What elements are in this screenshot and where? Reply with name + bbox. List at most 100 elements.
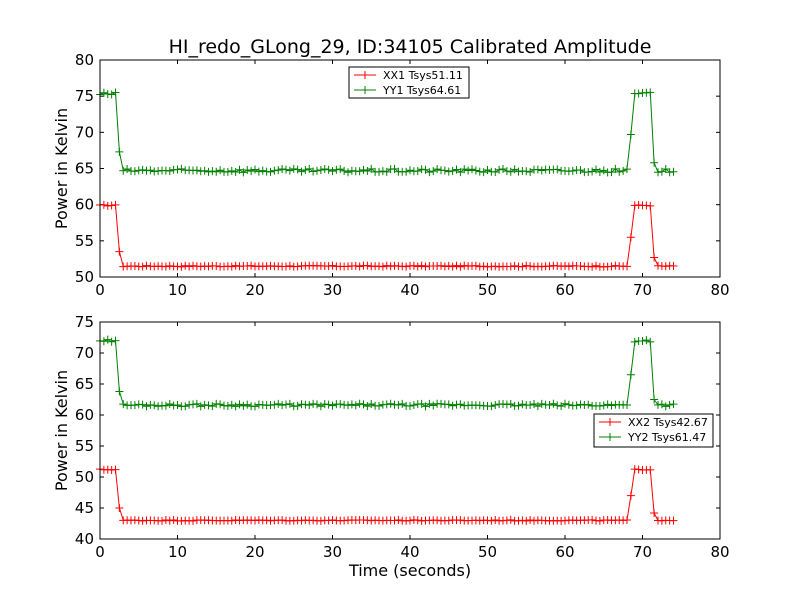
legend-marker-0 — [361, 71, 369, 79]
data-point — [623, 515, 631, 524]
data-point — [394, 515, 403, 524]
data-point — [142, 402, 151, 411]
data-point — [161, 262, 170, 271]
data-point — [518, 262, 527, 271]
legend-label-1: YY1 Tsys64.61 — [382, 84, 461, 97]
y-tick-label: 70 — [75, 123, 94, 141]
data-point — [526, 262, 535, 271]
x-tick-label: 40 — [400, 543, 419, 561]
data-point — [444, 400, 453, 409]
bottom-legend: XX2 Tsys42.67 YY2 Tsys61.47 — [593, 413, 714, 448]
data-point — [208, 167, 217, 176]
data-point — [138, 165, 147, 174]
data-point — [270, 166, 279, 175]
data-point — [626, 491, 635, 500]
data-point — [359, 400, 368, 409]
data-point — [440, 166, 449, 175]
data-point — [328, 401, 337, 410]
data-point — [262, 516, 271, 525]
data-point — [429, 167, 438, 176]
data-point — [491, 516, 500, 525]
data-point — [293, 262, 302, 271]
y-tick-label: 75 — [75, 87, 94, 105]
data-point — [347, 400, 356, 409]
data-point — [514, 401, 523, 410]
data-point — [223, 167, 232, 176]
data-point — [646, 201, 655, 210]
data-point — [111, 88, 120, 97]
data-point — [413, 516, 422, 525]
x-tick-label: 10 — [168, 281, 187, 299]
data-point — [646, 88, 655, 97]
data-point — [526, 515, 535, 524]
data-point — [549, 399, 558, 408]
x-tick-label: 30 — [323, 543, 342, 561]
data-point — [603, 400, 612, 409]
data-point — [409, 261, 418, 270]
data-point — [204, 167, 213, 176]
data-point — [375, 401, 383, 410]
data-point — [471, 166, 480, 175]
data-point — [247, 261, 256, 270]
top-legend: XX1 Tsys51.11 YY1 Tsys64.61 — [348, 66, 470, 99]
data-point — [654, 400, 662, 409]
data-point — [626, 370, 635, 379]
data-point — [309, 167, 318, 176]
data-point — [607, 401, 616, 410]
data-point — [115, 247, 124, 256]
data-point — [448, 401, 457, 410]
data-point — [537, 166, 546, 175]
data-point — [270, 400, 279, 409]
data-point — [479, 262, 488, 271]
data-point — [406, 401, 414, 410]
data-point — [506, 515, 515, 524]
x-tick-label: 0 — [95, 281, 105, 299]
data-point — [165, 516, 174, 525]
data-point — [437, 261, 445, 270]
data-point — [227, 166, 236, 175]
data-point — [328, 167, 337, 176]
data-point — [378, 262, 387, 271]
data-point — [216, 400, 225, 409]
data-point — [661, 164, 670, 173]
data-point — [526, 401, 535, 410]
data-point — [192, 166, 201, 175]
data-point — [247, 167, 256, 176]
data-point — [181, 402, 190, 411]
data-point — [460, 165, 469, 174]
data-point — [212, 167, 221, 176]
data-point — [638, 336, 647, 345]
data-point — [382, 400, 391, 409]
x-tick-label: 70 — [633, 281, 652, 299]
data-point — [595, 401, 604, 410]
top-plot-frame — [99, 59, 721, 278]
data-point — [537, 399, 546, 408]
data-point — [258, 166, 267, 175]
data-point — [553, 401, 562, 410]
data-point — [227, 262, 236, 271]
data-point — [328, 261, 337, 270]
data-point — [444, 261, 453, 270]
data-point — [650, 253, 659, 262]
data-point — [239, 401, 248, 410]
data-point — [336, 165, 345, 174]
data-point — [561, 399, 569, 408]
data-point — [479, 168, 488, 177]
data-point — [165, 399, 174, 408]
data-point — [588, 262, 597, 271]
data-point — [285, 261, 294, 270]
data-point — [522, 167, 531, 176]
data-point — [111, 465, 120, 474]
data-point — [444, 167, 453, 176]
data-point — [324, 262, 333, 271]
data-point — [623, 165, 631, 174]
data-point — [99, 200, 108, 209]
data-point — [274, 166, 283, 175]
data-point — [425, 399, 434, 408]
y-tick-label: 75 — [75, 313, 94, 331]
data-point — [313, 166, 321, 175]
data-point — [138, 400, 147, 409]
y-tick-label: 55 — [75, 232, 94, 250]
y-tick-label: 80 — [75, 51, 94, 69]
data-point — [626, 130, 635, 139]
